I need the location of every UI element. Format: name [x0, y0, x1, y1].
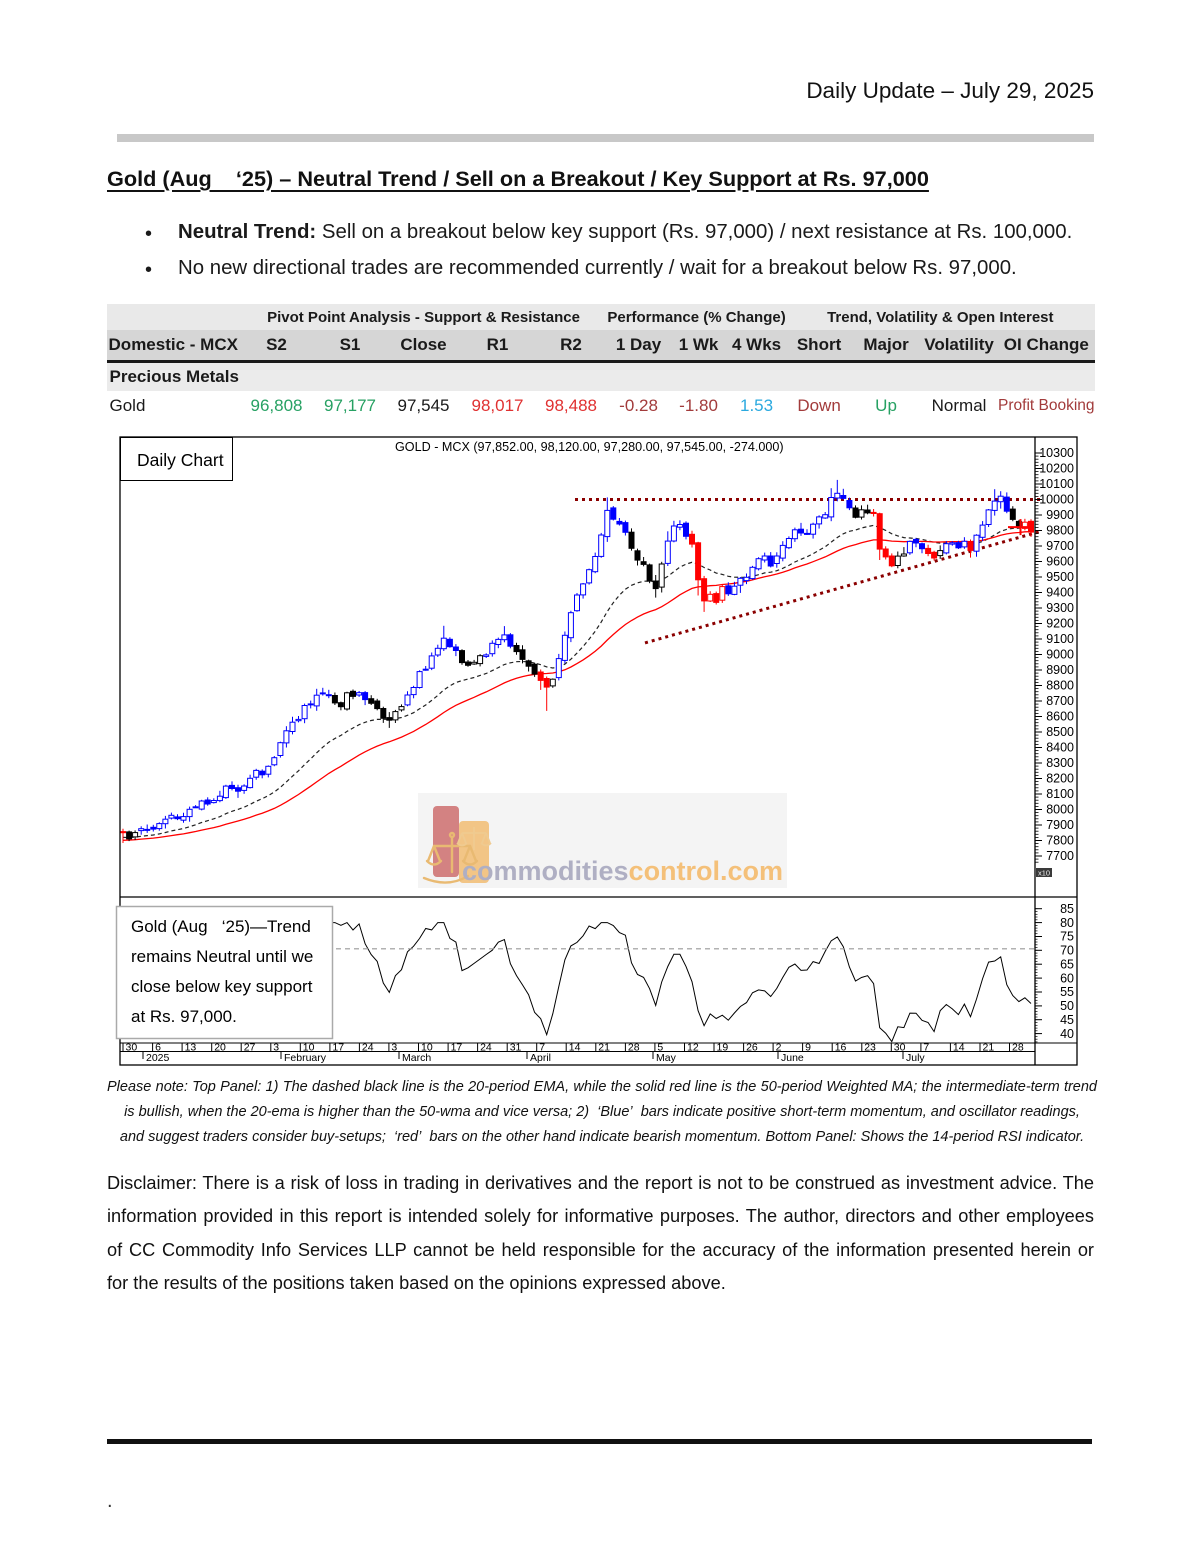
svg-text:May: May — [656, 1052, 677, 1064]
svg-text:8500: 8500 — [1046, 725, 1074, 739]
svg-text:Daily Chart: Daily Chart — [137, 450, 224, 470]
svg-text:21: 21 — [983, 1042, 995, 1054]
svg-text:10000: 10000 — [1039, 493, 1074, 507]
svg-text:10: 10 — [303, 1042, 315, 1054]
svg-text:21: 21 — [598, 1042, 610, 1054]
svg-text:30: 30 — [126, 1042, 138, 1054]
svg-text:8400: 8400 — [1046, 741, 1074, 755]
svg-text:10100: 10100 — [1039, 477, 1074, 491]
svg-text:9200: 9200 — [1046, 617, 1074, 631]
svg-text:2: 2 — [776, 1042, 782, 1054]
svg-text:3: 3 — [273, 1042, 279, 1054]
svg-text:70: 70 — [1060, 944, 1074, 958]
svg-text:10300: 10300 — [1039, 446, 1074, 460]
svg-text:24: 24 — [362, 1042, 374, 1054]
svg-text:26: 26 — [746, 1042, 758, 1054]
svg-text:75: 75 — [1060, 930, 1074, 944]
svg-text:28: 28 — [1012, 1042, 1024, 1054]
svg-text:3: 3 — [391, 1042, 397, 1054]
svg-text:80: 80 — [1060, 916, 1074, 930]
svg-text:55: 55 — [1060, 985, 1074, 999]
svg-text:8200: 8200 — [1046, 772, 1074, 786]
svg-text:27: 27 — [244, 1042, 256, 1054]
svg-text:9600: 9600 — [1046, 555, 1074, 569]
svg-text:8000: 8000 — [1046, 803, 1074, 817]
svg-text:6: 6 — [155, 1042, 161, 1054]
svg-text:14: 14 — [569, 1042, 581, 1054]
svg-text:9500: 9500 — [1046, 570, 1074, 584]
svg-text:65: 65 — [1060, 957, 1074, 971]
svg-text:10: 10 — [421, 1042, 433, 1054]
svg-text:x10: x10 — [1038, 869, 1050, 878]
svg-text:9300: 9300 — [1046, 601, 1074, 615]
svg-text:at Rs. 97,000.: at Rs. 97,000. — [131, 1007, 237, 1026]
svg-text:April: April — [530, 1052, 551, 1064]
svg-text:23: 23 — [864, 1042, 876, 1054]
svg-text:7: 7 — [539, 1042, 545, 1054]
svg-text:40: 40 — [1060, 1027, 1074, 1041]
svg-text:7800: 7800 — [1046, 834, 1074, 848]
svg-text:12: 12 — [687, 1042, 699, 1054]
svg-text:July: July — [906, 1052, 925, 1064]
svg-text:8300: 8300 — [1046, 756, 1074, 770]
svg-text:commoditiescontrol.com: commoditiescontrol.com — [462, 856, 783, 886]
svg-text:17: 17 — [451, 1042, 463, 1054]
svg-text:31: 31 — [510, 1042, 522, 1054]
svg-text:Gold (Aug ‘25)—Trend: Gold (Aug ‘25)—Trend — [131, 917, 311, 936]
svg-text:June: June — [781, 1052, 804, 1064]
svg-text:14: 14 — [953, 1042, 965, 1054]
svg-text:10200: 10200 — [1039, 462, 1074, 476]
svg-text:February: February — [284, 1052, 327, 1064]
svg-text:17: 17 — [332, 1042, 344, 1054]
svg-text:9400: 9400 — [1046, 586, 1074, 600]
svg-text:7700: 7700 — [1046, 849, 1074, 863]
svg-text:9000: 9000 — [1046, 648, 1074, 662]
svg-text:16: 16 — [835, 1042, 847, 1054]
svg-text:close below key support: close below key support — [131, 977, 313, 996]
svg-text:9100: 9100 — [1046, 632, 1074, 646]
svg-text:remains Neutral until we: remains Neutral until we — [131, 947, 313, 966]
svg-text:7: 7 — [923, 1042, 929, 1054]
svg-text:24: 24 — [480, 1042, 492, 1054]
svg-text:8900: 8900 — [1046, 663, 1074, 677]
svg-text:60: 60 — [1060, 971, 1074, 985]
svg-text:13: 13 — [185, 1042, 197, 1054]
svg-text:8100: 8100 — [1046, 787, 1074, 801]
svg-text:8600: 8600 — [1046, 710, 1074, 724]
svg-text:5: 5 — [657, 1042, 663, 1054]
svg-text:March: March — [402, 1052, 431, 1064]
svg-text:7900: 7900 — [1046, 818, 1074, 832]
svg-text:45: 45 — [1060, 1013, 1074, 1027]
svg-text:8700: 8700 — [1046, 694, 1074, 708]
svg-text:50: 50 — [1060, 999, 1074, 1013]
svg-text:GOLD - MCX (97,852.00, 98,120.: GOLD - MCX (97,852.00, 98,120.00, 97,280… — [395, 440, 784, 454]
svg-text:85: 85 — [1060, 902, 1074, 916]
svg-text:30: 30 — [894, 1042, 906, 1054]
svg-text:9900: 9900 — [1046, 508, 1074, 522]
svg-text:8800: 8800 — [1046, 679, 1074, 693]
svg-text:2025: 2025 — [146, 1052, 170, 1064]
svg-text:20: 20 — [214, 1042, 226, 1054]
svg-text:9800: 9800 — [1046, 524, 1074, 538]
svg-text:9: 9 — [805, 1042, 811, 1054]
svg-text:9700: 9700 — [1046, 539, 1074, 553]
svg-text:28: 28 — [628, 1042, 640, 1054]
svg-text:19: 19 — [717, 1042, 729, 1054]
